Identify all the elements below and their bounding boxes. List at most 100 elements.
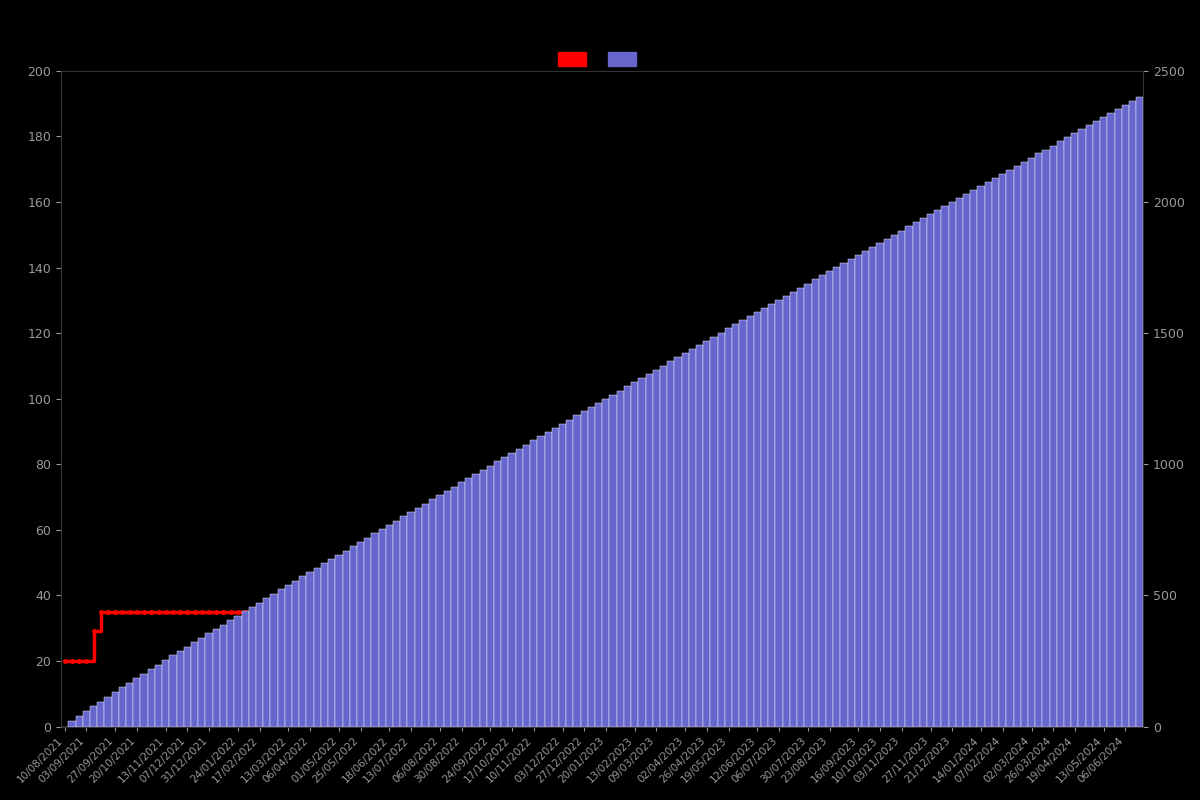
Bar xyxy=(191,642,198,726)
Bar xyxy=(638,378,646,726)
Bar xyxy=(956,198,964,726)
Bar xyxy=(83,711,90,726)
Bar xyxy=(581,411,588,726)
Bar xyxy=(299,576,306,726)
Bar xyxy=(1057,142,1064,726)
Bar xyxy=(502,457,509,726)
Bar xyxy=(818,275,826,726)
Bar xyxy=(1093,122,1100,726)
Bar xyxy=(394,521,401,726)
Bar xyxy=(97,702,104,726)
Bar xyxy=(227,620,234,726)
Bar xyxy=(660,366,667,726)
Bar xyxy=(451,486,458,726)
Bar xyxy=(595,403,602,726)
Bar xyxy=(811,279,818,726)
Bar xyxy=(292,581,299,726)
Bar xyxy=(617,390,624,726)
Bar xyxy=(725,329,732,726)
Bar xyxy=(68,722,76,726)
Bar xyxy=(176,651,184,726)
Bar xyxy=(890,234,898,726)
Bar xyxy=(430,499,437,726)
Bar xyxy=(703,341,710,726)
Bar xyxy=(480,470,487,726)
Bar xyxy=(912,222,919,726)
Bar xyxy=(212,629,220,726)
Bar xyxy=(905,226,912,726)
Bar xyxy=(978,186,985,726)
Bar xyxy=(140,674,148,726)
Bar xyxy=(112,692,119,726)
Bar xyxy=(754,312,761,726)
Bar xyxy=(516,449,523,726)
Bar xyxy=(126,683,133,726)
Bar xyxy=(682,354,689,726)
Bar xyxy=(840,263,847,726)
Bar xyxy=(971,190,978,726)
Bar xyxy=(566,420,574,726)
Bar xyxy=(1122,106,1129,726)
Bar xyxy=(574,415,581,726)
Bar xyxy=(76,716,83,726)
Bar xyxy=(119,687,126,726)
Bar xyxy=(1108,114,1115,726)
Bar xyxy=(1014,166,1021,726)
Bar xyxy=(1000,174,1007,726)
Bar xyxy=(1050,146,1057,726)
Bar xyxy=(356,542,364,726)
Bar xyxy=(1028,158,1036,726)
Bar xyxy=(898,230,905,726)
Bar xyxy=(133,678,140,726)
Bar xyxy=(710,337,718,726)
Bar xyxy=(1072,134,1079,726)
Bar xyxy=(148,669,155,726)
Bar xyxy=(241,611,248,726)
Bar xyxy=(948,202,956,726)
Bar xyxy=(775,300,782,726)
Bar xyxy=(919,218,926,726)
Bar xyxy=(545,432,552,726)
Bar xyxy=(847,259,854,726)
Bar xyxy=(328,559,335,726)
Bar xyxy=(234,616,241,726)
Bar xyxy=(646,374,653,726)
Bar xyxy=(538,436,545,726)
Bar xyxy=(1007,170,1014,726)
Bar xyxy=(184,646,191,726)
Bar xyxy=(1079,130,1086,726)
Bar xyxy=(689,349,696,726)
Bar xyxy=(797,287,804,726)
Bar xyxy=(992,178,1000,726)
Bar xyxy=(422,504,430,726)
Bar xyxy=(667,362,674,726)
Bar xyxy=(335,554,342,726)
Bar xyxy=(169,655,176,726)
Bar xyxy=(437,495,444,726)
Bar xyxy=(552,428,559,726)
Bar xyxy=(602,398,610,726)
Bar xyxy=(1043,150,1050,726)
Bar xyxy=(653,370,660,726)
Bar xyxy=(530,441,538,726)
Bar xyxy=(248,607,256,726)
Bar xyxy=(205,633,212,726)
Bar xyxy=(876,242,883,726)
Bar xyxy=(588,407,595,726)
Bar xyxy=(739,320,746,726)
Bar xyxy=(378,529,386,726)
Bar xyxy=(826,271,833,726)
Bar xyxy=(349,546,356,726)
Bar xyxy=(104,697,112,726)
Bar xyxy=(220,625,227,726)
Bar xyxy=(718,333,725,726)
Bar xyxy=(198,638,205,726)
Bar xyxy=(263,598,270,726)
Bar xyxy=(624,386,631,726)
Bar xyxy=(790,292,797,726)
Legend: , : , xyxy=(551,45,654,74)
Bar xyxy=(270,594,277,726)
Bar xyxy=(674,358,682,726)
Bar xyxy=(364,538,371,726)
Bar xyxy=(466,478,473,726)
